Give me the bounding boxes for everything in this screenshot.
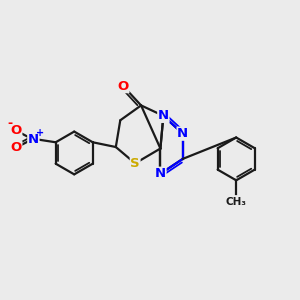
Text: N: N — [177, 127, 188, 140]
Text: -: - — [7, 117, 12, 130]
Text: +: + — [36, 128, 44, 138]
Text: N: N — [158, 109, 169, 122]
Text: O: O — [118, 80, 129, 93]
Text: O: O — [11, 141, 22, 154]
Text: CH₃: CH₃ — [226, 197, 247, 207]
Text: S: S — [130, 157, 140, 170]
Text: N: N — [28, 133, 39, 146]
Text: N: N — [155, 167, 166, 180]
Text: O: O — [11, 124, 22, 137]
